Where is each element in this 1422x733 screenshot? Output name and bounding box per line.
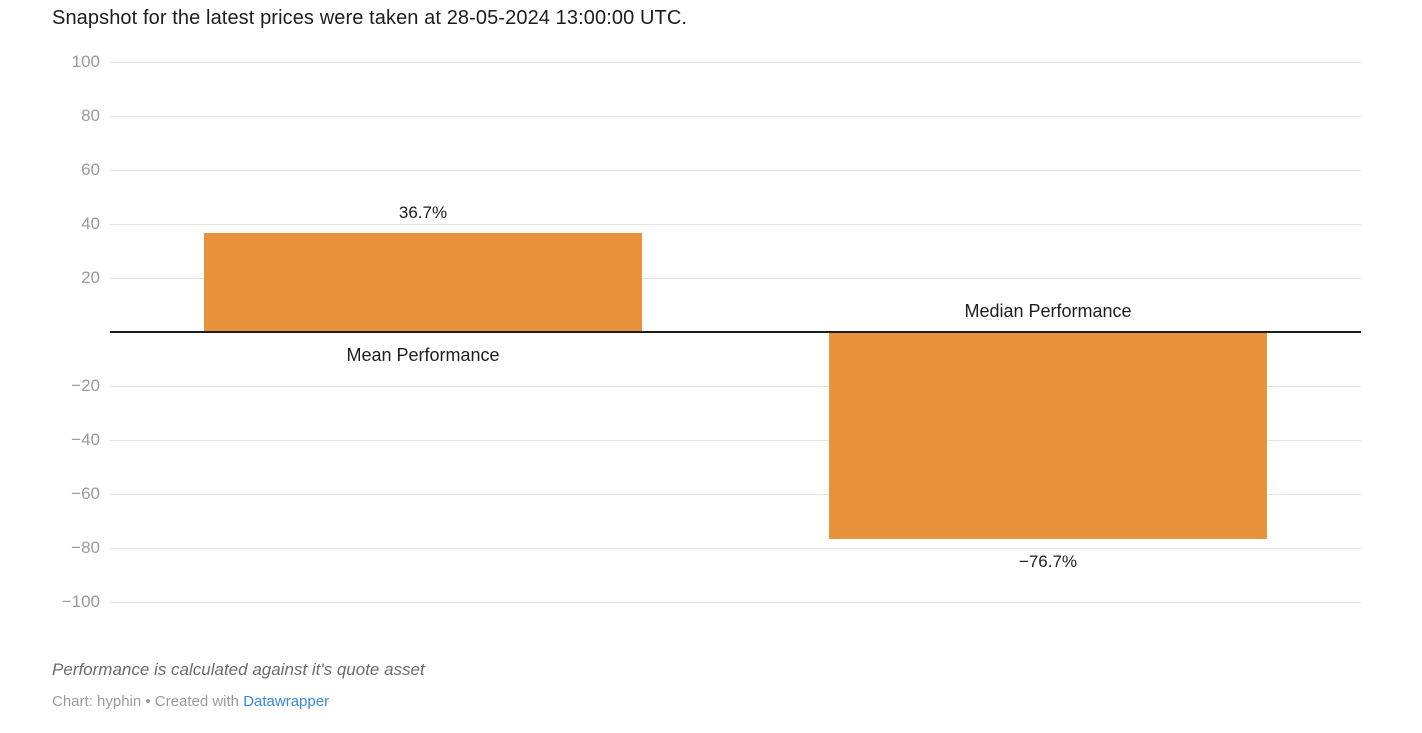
- category-label-mean-performance: Mean Performance: [346, 345, 500, 365]
- gridline: [110, 440, 1361, 441]
- chart-footer: Performance is calculated against it's q…: [52, 659, 425, 712]
- y-tick-label: 40: [81, 214, 100, 233]
- gridline: [110, 62, 1361, 63]
- gridline: [110, 602, 1361, 603]
- value-label-mean-performance: 36.7%: [398, 203, 448, 222]
- gridline: [110, 170, 1361, 171]
- footnote: Performance is calculated against it's q…: [52, 660, 425, 679]
- y-tick-label: 20: [81, 268, 100, 287]
- gridline: [110, 494, 1361, 495]
- gridline: [110, 116, 1361, 117]
- y-tick-label: 60: [81, 160, 100, 179]
- y-tick-label: −100: [61, 592, 100, 611]
- y-tick-label: 100: [71, 52, 100, 71]
- zero-baseline: [110, 331, 1361, 333]
- chart-title: Snapshot for the latest prices were take…: [52, 7, 688, 29]
- gridline: [110, 224, 1361, 225]
- y-tick-label: −20: [71, 376, 100, 395]
- gridline: [110, 278, 1361, 279]
- category-label-median-performance: Median Performance: [964, 301, 1132, 321]
- y-tick-label: −40: [71, 430, 100, 449]
- bar-mean-performance: [204, 233, 642, 331]
- byline: Chart: hyphin • Created with Datawrapper: [52, 692, 425, 712]
- y-tick-label: −60: [71, 484, 100, 503]
- byline-text: Chart: hyphin • Created with: [52, 693, 244, 710]
- datawrapper-link[interactable]: Datawrapper: [243, 693, 330, 710]
- gridline: [110, 386, 1361, 387]
- value-label-median-performance: −76.7%: [1018, 552, 1078, 571]
- gridline: [110, 548, 1361, 549]
- y-tick-label: 80: [81, 106, 100, 125]
- y-tick-label: −80: [71, 538, 100, 557]
- bar-median-performance: [829, 333, 1267, 539]
